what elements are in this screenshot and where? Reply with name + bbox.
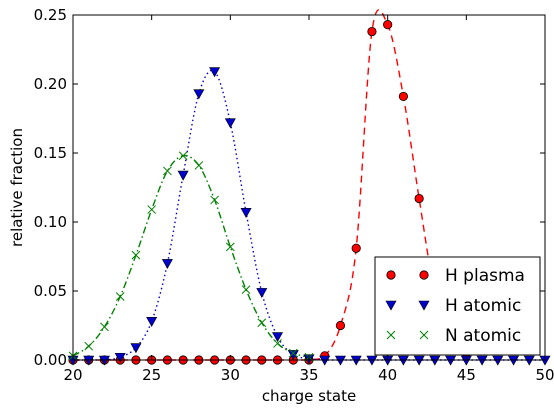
data-point-h-plasma	[415, 194, 423, 202]
data-point-h-plasma	[352, 244, 360, 252]
legend-marker-h-plasma	[420, 271, 428, 279]
x-tick-label: 40	[378, 366, 397, 384]
legend-label-n-atomic: N atomic	[445, 326, 521, 346]
legend-label-h-atomic: H atomic	[445, 296, 521, 316]
x-tick-label: 35	[299, 366, 318, 384]
data-point-h-plasma	[399, 92, 407, 100]
legend-marker-h-plasma	[387, 271, 395, 279]
y-tick-label: 0.10	[34, 213, 67, 231]
legend: H plasma H atomic N atomic	[375, 257, 540, 355]
y-tick-label: 0.00	[34, 351, 67, 369]
y-tick-label: 0.25	[34, 6, 67, 24]
x-tick-label: 45	[457, 366, 476, 384]
data-point-h-plasma	[368, 27, 376, 35]
y-tick-label: 0.20	[34, 75, 67, 93]
x-tick-label: 50	[535, 366, 554, 384]
y-axis-label: relative fraction	[8, 128, 26, 247]
x-axis-label: charge state	[262, 387, 356, 405]
x-tick-label: 25	[142, 366, 161, 384]
x-tick-label: 30	[221, 366, 240, 384]
legend-label-h-plasma: H plasma	[445, 266, 525, 286]
y-tick-label: 0.05	[34, 282, 67, 300]
data-point-h-plasma	[383, 20, 391, 28]
y-tick-label: 0.15	[34, 144, 67, 162]
data-point-h-plasma	[336, 321, 344, 329]
